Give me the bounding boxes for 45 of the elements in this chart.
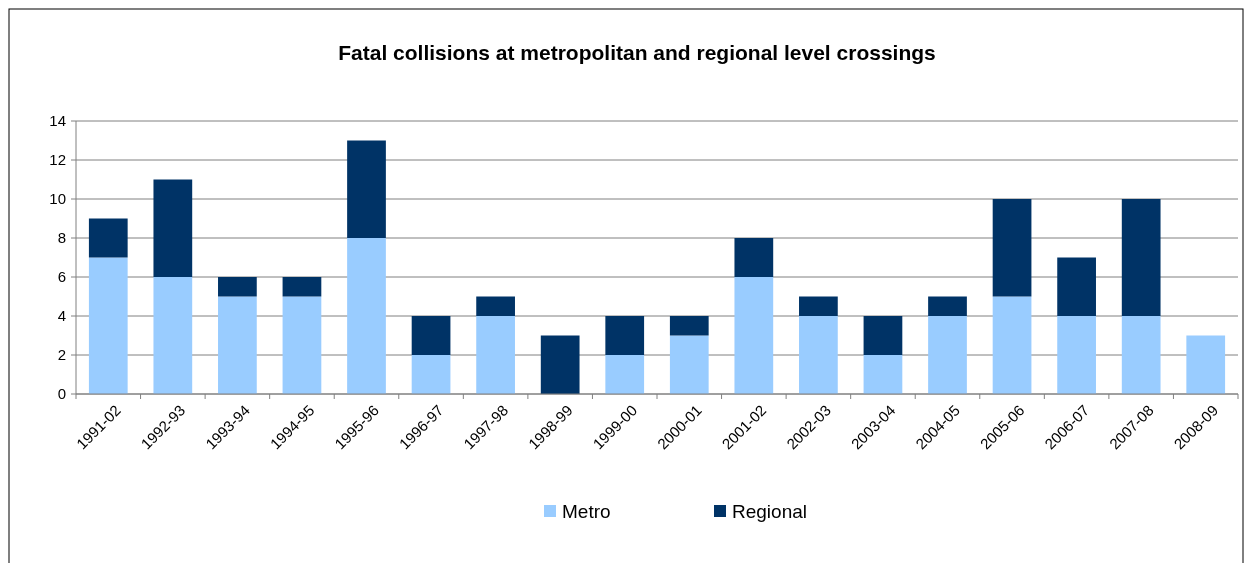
y-tick-label: 10 <box>49 190 66 208</box>
bar <box>992 199 1032 297</box>
bar <box>88 218 128 258</box>
bar <box>476 316 515 394</box>
bar <box>1057 257 1096 316</box>
bar <box>411 316 451 355</box>
bar <box>605 355 645 394</box>
bar <box>734 238 774 277</box>
bar <box>347 140 386 238</box>
bar <box>799 316 838 394</box>
legend-label: Regional <box>732 500 807 522</box>
bar <box>347 238 386 394</box>
y-tick-label: 2 <box>57 346 66 364</box>
bar <box>669 335 709 394</box>
bar <box>476 296 515 316</box>
bar <box>153 179 193 277</box>
y-tick-label: 14 <box>49 112 66 130</box>
bar <box>218 296 257 394</box>
bar <box>992 296 1032 394</box>
bar <box>1186 335 1226 394</box>
bar <box>669 316 709 336</box>
bar <box>282 296 322 394</box>
y-tick-label: 8 <box>57 229 66 247</box>
y-tick-label: 4 <box>57 307 66 325</box>
bar <box>153 277 193 394</box>
bar <box>282 277 322 297</box>
bar <box>1057 316 1096 394</box>
bar <box>863 316 903 355</box>
bar <box>1121 199 1161 316</box>
legend-label: Metro <box>562 500 611 522</box>
bar <box>605 316 645 355</box>
bar <box>218 277 257 297</box>
bar <box>411 355 451 394</box>
bar <box>799 296 838 316</box>
bar <box>928 296 967 316</box>
bar <box>540 335 580 394</box>
bar <box>88 257 128 394</box>
y-tick-label: 12 <box>49 151 66 169</box>
y-tick-label: 0 <box>57 385 66 403</box>
bar <box>863 355 903 394</box>
y-tick-label: 6 <box>57 268 66 286</box>
bar <box>928 316 967 394</box>
bar <box>734 277 774 394</box>
chart-title: Fatal collisions at metropolitan and regional level crossings <box>338 41 936 64</box>
bar <box>1121 316 1161 394</box>
